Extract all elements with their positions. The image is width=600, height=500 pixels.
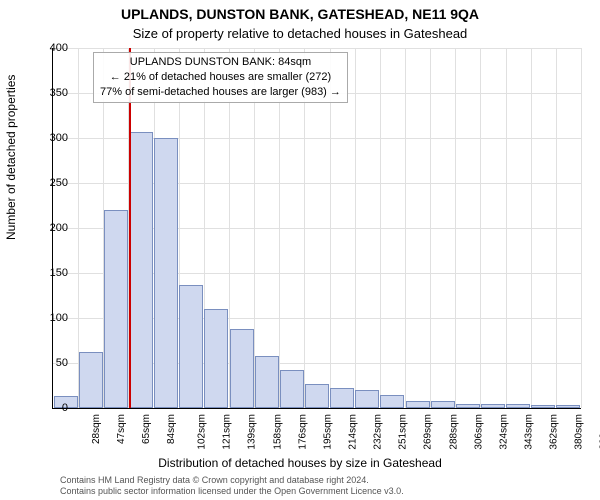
bar	[355, 390, 379, 408]
bar	[456, 404, 480, 409]
bar	[305, 384, 329, 408]
bar	[79, 352, 103, 408]
x-tick-label: 214sqm	[348, 414, 359, 450]
bar	[255, 356, 279, 408]
x-tick-label: 176sqm	[297, 414, 308, 450]
chart-subtitle: Size of property relative to detached ho…	[0, 26, 600, 41]
bar	[330, 388, 354, 408]
x-tick-label: 84sqm	[166, 414, 177, 444]
x-tick-label: 343sqm	[524, 414, 535, 450]
bar	[481, 404, 505, 409]
footer-line2: Contains public sector information licen…	[60, 486, 404, 498]
bar	[406, 401, 430, 408]
x-axis-label: Distribution of detached houses by size …	[0, 456, 600, 470]
plot-area: UPLANDS DUNSTON BANK: 84sqm ← 21% of det…	[52, 48, 581, 409]
bar	[104, 210, 128, 408]
x-tick-label: 269sqm	[423, 414, 434, 450]
y-tick-label: 100	[28, 312, 68, 324]
grid-line-v	[405, 48, 406, 408]
grid-line-v	[430, 48, 431, 408]
grid-line-v	[455, 48, 456, 408]
bar	[506, 404, 530, 408]
grid-line-v	[380, 48, 381, 408]
y-tick-label: 150	[28, 267, 68, 279]
bar	[531, 405, 555, 408]
bar	[431, 401, 455, 408]
x-tick-label: 306sqm	[473, 414, 484, 450]
grid-line-v	[355, 48, 356, 408]
x-tick-label: 47sqm	[116, 414, 127, 444]
x-tick-label: 139sqm	[247, 414, 258, 450]
bar	[179, 285, 203, 408]
footer-text: Contains HM Land Registry data © Crown c…	[60, 475, 404, 498]
x-tick-label: 288sqm	[448, 414, 459, 450]
annotation-line3: 77% of semi-detached houses are larger (…	[100, 85, 341, 100]
bar	[380, 395, 404, 409]
x-tick-label: 324sqm	[498, 414, 509, 450]
bar	[129, 132, 153, 408]
x-tick-label: 380sqm	[574, 414, 585, 450]
grid-line-h	[53, 48, 581, 49]
x-tick-label: 121sqm	[222, 414, 233, 450]
bar	[154, 138, 178, 408]
y-tick-label: 200	[28, 222, 68, 234]
x-tick-label: 232sqm	[373, 414, 384, 450]
y-tick-label: 250	[28, 177, 68, 189]
y-axis-label: Number of detached properties	[4, 75, 18, 240]
bar	[280, 370, 304, 408]
annotation-box: UPLANDS DUNSTON BANK: 84sqm ← 21% of det…	[93, 52, 348, 103]
x-tick-label: 28sqm	[91, 414, 102, 444]
grid-line-v	[531, 48, 532, 408]
x-tick-label: 195sqm	[322, 414, 333, 450]
grid-line-v	[506, 48, 507, 408]
chart-container: UPLANDS, DUNSTON BANK, GATESHEAD, NE11 9…	[0, 0, 600, 500]
grid-line-v	[581, 48, 582, 408]
y-tick-label: 300	[28, 132, 68, 144]
y-tick-label: 350	[28, 87, 68, 99]
bar	[556, 405, 580, 408]
y-tick-label: 50	[28, 357, 68, 369]
bar	[204, 309, 228, 408]
chart-title: UPLANDS, DUNSTON BANK, GATESHEAD, NE11 9…	[0, 6, 600, 22]
y-tick-label: 400	[28, 42, 68, 54]
annotation-line2: ← 21% of detached houses are smaller (27…	[100, 70, 341, 85]
y-tick-label: 0	[28, 402, 68, 414]
x-tick-label: 102sqm	[197, 414, 208, 450]
x-tick-label: 65sqm	[141, 414, 152, 444]
annotation-line1: UPLANDS DUNSTON BANK: 84sqm	[100, 55, 341, 70]
x-tick-label: 251sqm	[398, 414, 409, 450]
grid-line-v	[556, 48, 557, 408]
bar	[230, 329, 254, 408]
x-tick-label: 158sqm	[272, 414, 283, 450]
grid-line-v	[480, 48, 481, 408]
footer-line1: Contains HM Land Registry data © Crown c…	[60, 475, 404, 487]
x-tick-label: 362sqm	[549, 414, 560, 450]
